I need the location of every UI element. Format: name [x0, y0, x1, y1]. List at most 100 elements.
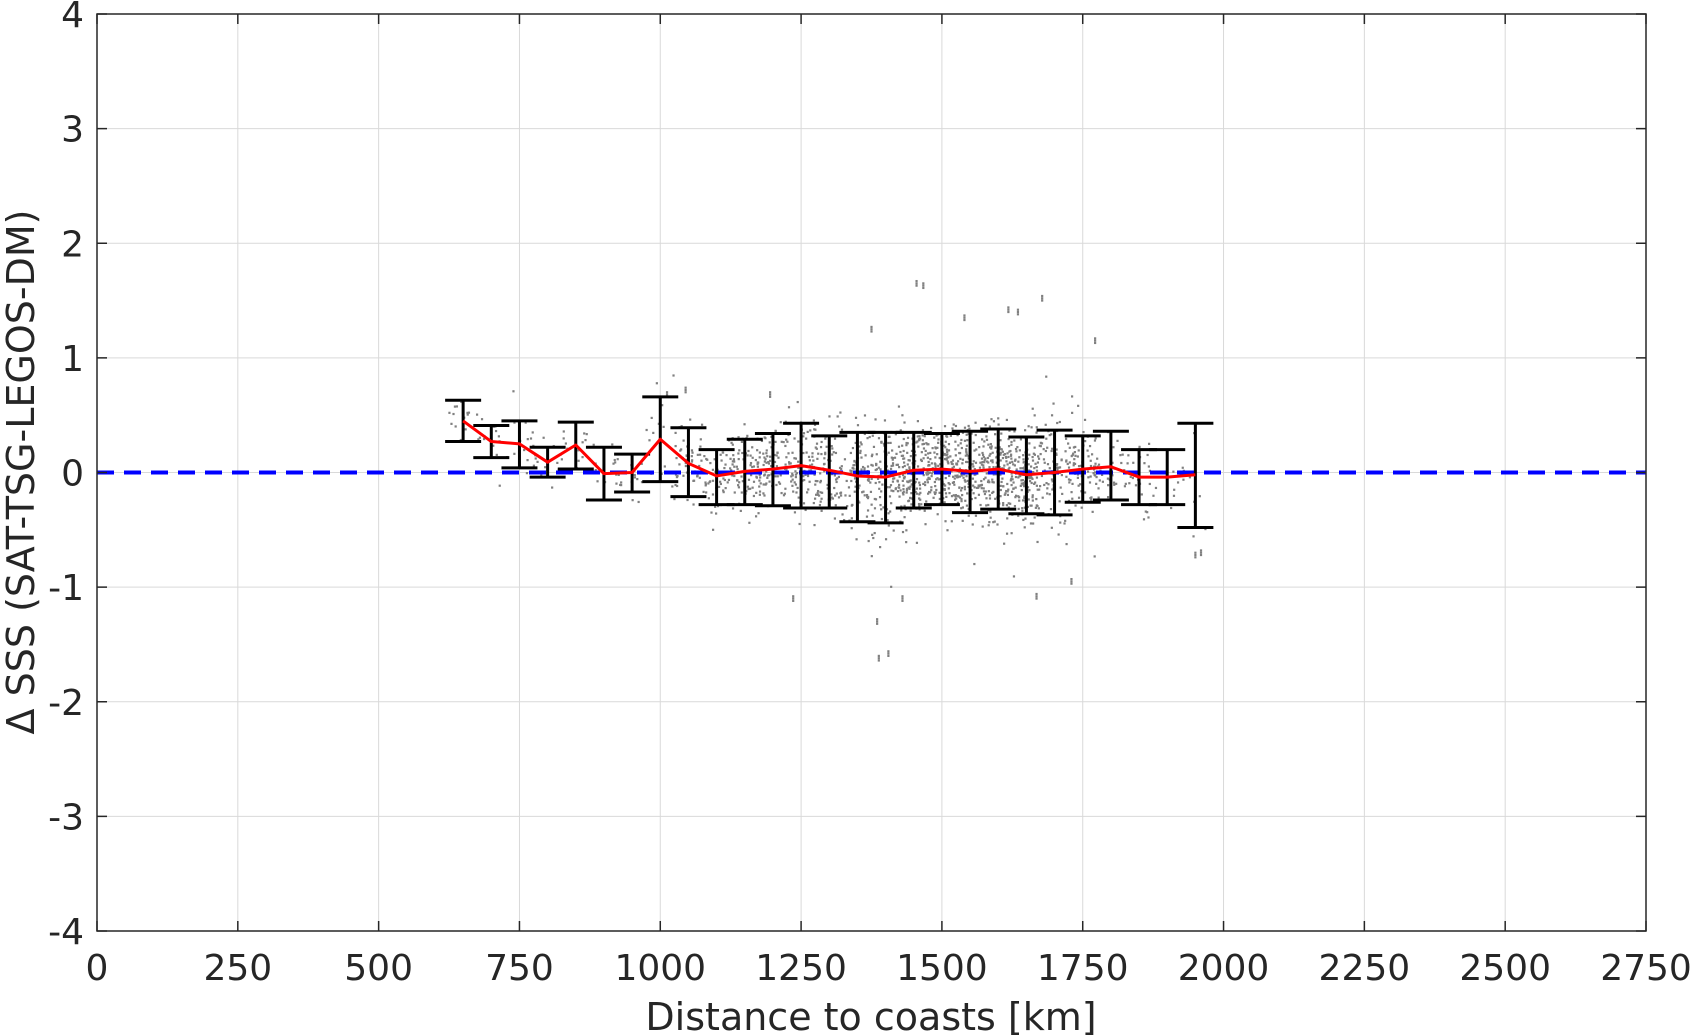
scatter-point: [962, 473, 966, 476]
scatter-point: [738, 449, 741, 452]
scatter-point: [891, 480, 895, 483]
scatter-point: [740, 475, 743, 478]
scatter-point: [918, 493, 921, 496]
scatter-point: [902, 476, 906, 479]
scatter-point: [926, 492, 930, 495]
scatter-point: [1010, 483, 1013, 487]
scatter-point: [1043, 461, 1046, 464]
scatter-point: [1065, 542, 1068, 546]
scatter-point: [760, 439, 764, 443]
scatter-point: [494, 429, 498, 433]
scatter-point: [961, 431, 965, 434]
scatter-point: [1033, 482, 1036, 485]
scatter-point: [987, 524, 990, 527]
scatter-point: [905, 487, 909, 490]
scatter-point: [849, 469, 852, 472]
scatter-point: [892, 490, 895, 493]
scatter-point: [903, 457, 906, 460]
scatter-point: [838, 425, 841, 428]
scatter-point: [871, 464, 874, 467]
scatter-point: [1009, 454, 1013, 457]
scatter-point: [926, 478, 929, 481]
scatter-point: [906, 442, 909, 445]
scatter-point: [903, 504, 906, 507]
scatter-point: [951, 462, 954, 466]
scatter-point: [824, 453, 827, 456]
scatter-point: [758, 456, 761, 459]
scatter-point: [794, 483, 798, 486]
scatter-point: [1093, 471, 1097, 474]
scatter-point: [731, 463, 734, 466]
scatter-point: [954, 498, 957, 501]
scatter-point: [850, 471, 853, 474]
scatter-point: [1048, 467, 1051, 470]
y-tick-label: 1: [61, 339, 84, 380]
scatter-point: [979, 484, 982, 487]
scatter-point: [739, 509, 742, 513]
scatter-point: [980, 457, 984, 460]
scatter-point: [789, 462, 792, 465]
scatter-point: [951, 481, 955, 484]
scatter-point: [1030, 504, 1033, 507]
scatter-point: [1090, 453, 1094, 456]
scatter-point: [1049, 508, 1053, 511]
scatter-point: [795, 491, 798, 494]
scatter-point: [746, 434, 749, 437]
scatter-point: [1004, 492, 1007, 495]
scatter-point: [802, 432, 806, 435]
scatter-point: [876, 622, 879, 625]
scatter-point: [907, 486, 910, 489]
scatter-point: [851, 446, 855, 450]
scatter-point: [1014, 447, 1018, 451]
x-tick-label: 750: [485, 948, 554, 989]
scatter-point: [944, 440, 947, 443]
scatter-point: [1009, 479, 1012, 482]
scatter-point: [928, 490, 931, 494]
scatter-point: [991, 461, 994, 464]
scatter-point: [1045, 375, 1048, 378]
scatter-point: [766, 455, 769, 458]
scatter-point: [934, 456, 937, 459]
scatter-point: [731, 460, 734, 463]
scatter-point: [1043, 483, 1046, 487]
scatter-point: [678, 463, 681, 466]
scatter-point: [1016, 446, 1019, 449]
scatter-point: [763, 460, 766, 463]
scatter-point: [1106, 477, 1110, 480]
scatter-point: [611, 443, 614, 446]
scatter-point: [923, 435, 926, 438]
scatter-point: [869, 490, 873, 493]
scatter-point: [916, 440, 919, 443]
scatter-point: [466, 413, 469, 416]
scatter-point: [1005, 504, 1009, 507]
scatter-point: [682, 439, 685, 442]
scatter-point: [1077, 404, 1080, 407]
scatter-point: [870, 328, 873, 331]
scatter-point: [711, 468, 715, 471]
scatter-point: [899, 450, 902, 454]
scatter-point: [924, 449, 927, 453]
scatter-point: [963, 479, 966, 482]
scatter-point: [955, 463, 959, 466]
scatter-point: [1001, 456, 1005, 460]
scatter-point: [1003, 452, 1007, 456]
scatter-point: [851, 503, 854, 507]
scatter-point: [1070, 580, 1073, 583]
scatter-point: [1060, 459, 1063, 462]
scatter-point: [823, 457, 826, 460]
scatter-point: [727, 478, 731, 482]
scatter-point: [1034, 506, 1037, 509]
scatter-point: [984, 490, 987, 493]
scatter-point: [879, 468, 882, 471]
scatter-point: [1029, 522, 1033, 525]
scatter-point: [637, 500, 640, 504]
scatter-point: [1016, 313, 1020, 316]
scatter-point: [758, 493, 761, 496]
scatter-point: [874, 462, 878, 466]
scatter-point: [947, 456, 950, 459]
scatter-point: [1068, 481, 1071, 484]
scatter-point: [812, 459, 815, 462]
scatter-point: [1094, 341, 1097, 345]
scatter-point: [592, 443, 595, 446]
scatter-point: [740, 491, 743, 494]
